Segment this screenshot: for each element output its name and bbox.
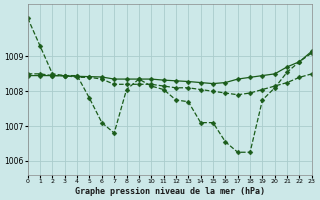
X-axis label: Graphe pression niveau de la mer (hPa): Graphe pression niveau de la mer (hPa) [75, 187, 265, 196]
